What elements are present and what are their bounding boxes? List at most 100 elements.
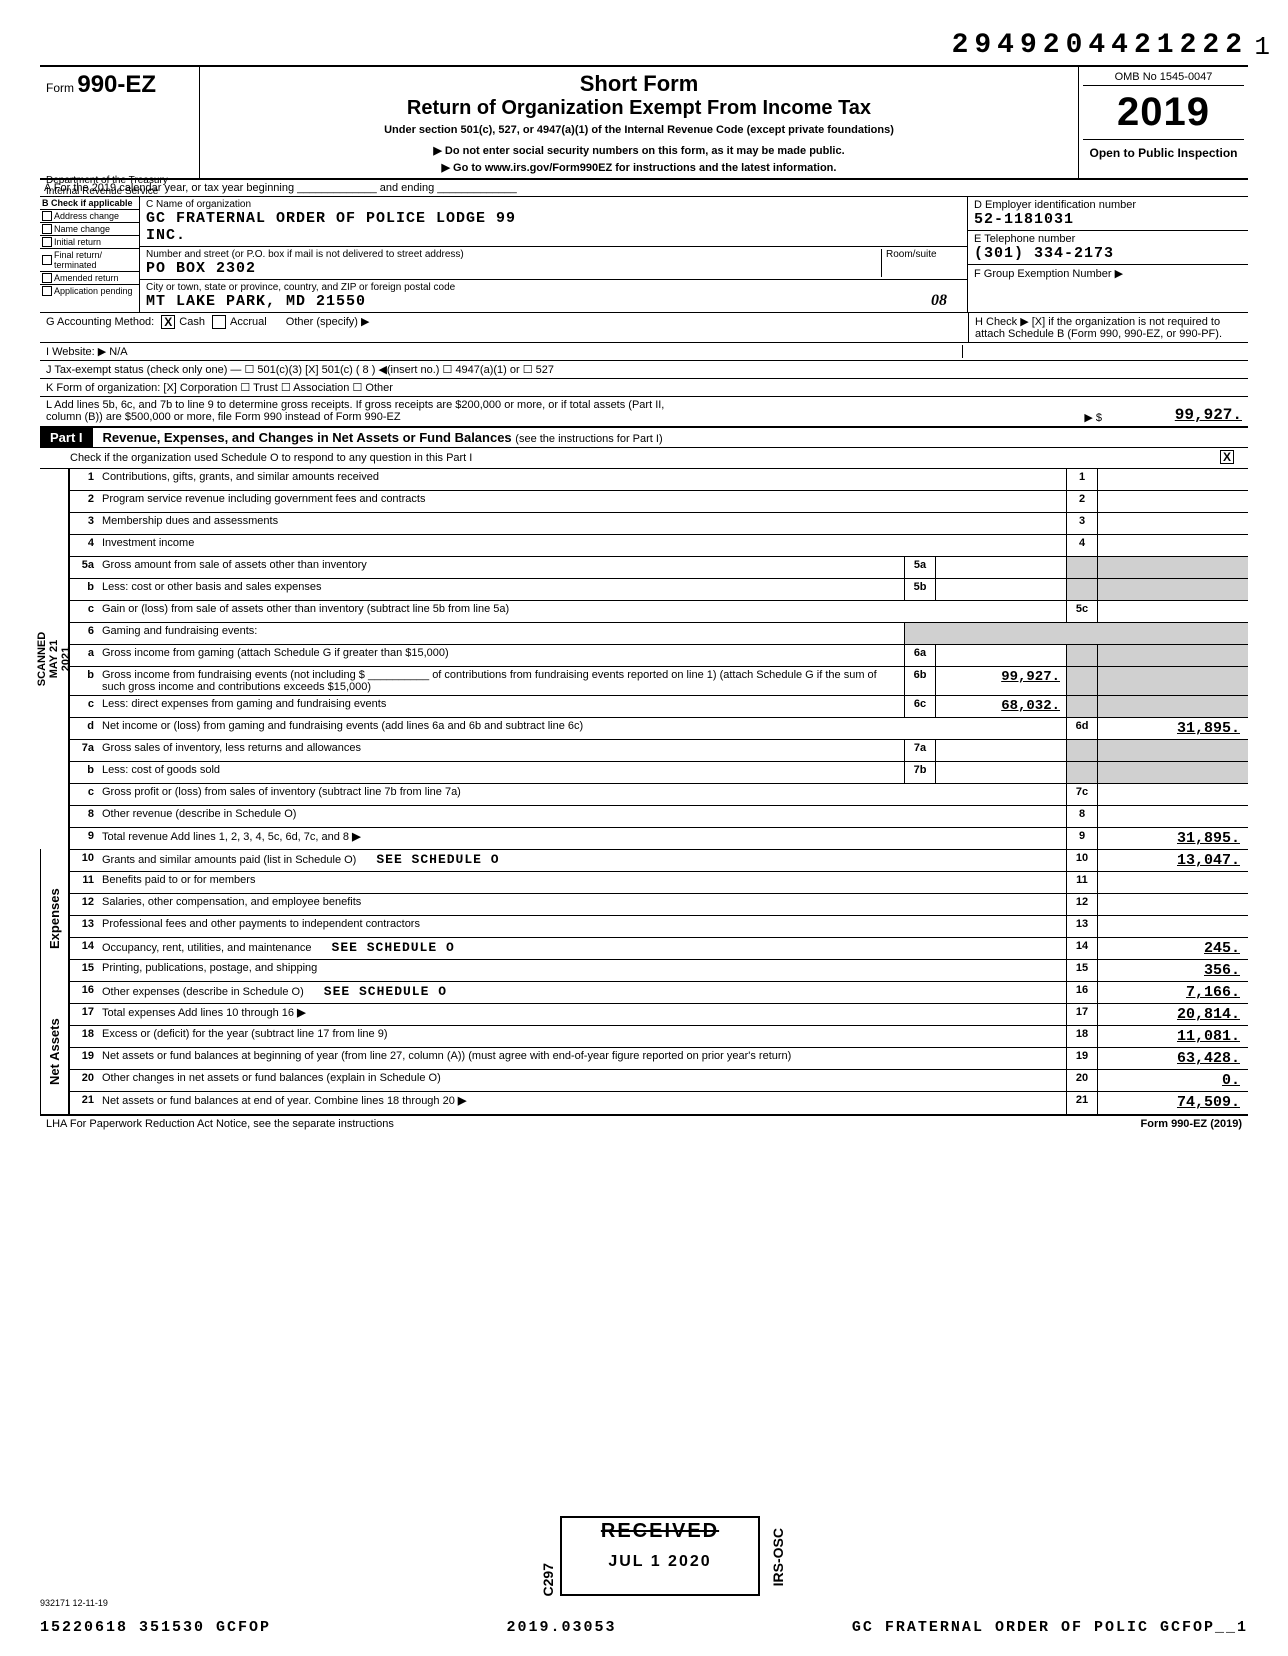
line-number: 21 [70, 1092, 98, 1114]
mid-line-value: 68,032. [936, 696, 1066, 717]
form-reference: Form 990-EZ (2019) [1141, 1118, 1242, 1130]
label-accrual: Accrual [230, 316, 267, 328]
line-description: Grants and similar amounts paid (list in… [98, 850, 1066, 871]
line-description: Professional fees and other payments to … [98, 916, 1066, 937]
right-line-value: 7,166. [1098, 982, 1248, 1003]
c297-label: C297 [540, 1563, 556, 1596]
line-description: Investment income [98, 535, 1066, 556]
section-d-e-f: D Employer identification number 52-1181… [968, 197, 1248, 312]
checkbox-accrual[interactable] [212, 315, 226, 329]
table-row: 10Grants and similar amounts paid (list … [70, 850, 1248, 872]
right-line-num: 5c [1066, 601, 1098, 622]
tel-value: (301) 334-2173 [974, 245, 1114, 262]
mid-line-num: 7a [904, 740, 936, 761]
line-description: Gross amount from sale of assets other t… [98, 557, 904, 578]
line-number: 12 [70, 894, 98, 915]
line-description: Salaries, other compensation, and employ… [98, 894, 1066, 915]
line-number: 8 [70, 806, 98, 827]
table-row: 15Printing, publications, postage, and s… [70, 960, 1248, 982]
right-line-num: 21 [1066, 1092, 1098, 1114]
table-row: 13Professional fees and other payments t… [70, 916, 1248, 938]
schedule-o-ref: SEE SCHEDULE O [304, 984, 447, 999]
line-description: Gain or (loss) from sale of assets other… [98, 601, 1066, 622]
checkbox-app-pending[interactable] [42, 286, 52, 296]
table-row: 17Total expenses Add lines 10 through 16… [70, 1004, 1248, 1026]
checkbox-amended[interactable] [42, 273, 52, 283]
checkbox-initial-return[interactable] [42, 237, 52, 247]
right-line-value [1098, 535, 1248, 556]
right-line-value [1098, 806, 1248, 827]
mid-line-value [936, 645, 1066, 666]
goto-link: ▶ Go to www.irs.gov/Form990EZ for instru… [210, 161, 1068, 174]
line-description: Other changes in net assets or fund bala… [98, 1070, 1066, 1091]
scanned-stamp: SCANNED MAY 21 2021 [36, 632, 72, 686]
line-description: Gross sales of inventory, less returns a… [98, 740, 904, 761]
right-value-shaded [1098, 696, 1248, 717]
label-initial-return: Initial return [54, 237, 101, 247]
line-l-gross-receipts: L Add lines 5b, 6c, and 7b to line 9 to … [40, 397, 1248, 428]
return-title: Return of Organization Exempt From Incom… [210, 97, 1068, 120]
right-line-value: 245. [1098, 938, 1248, 959]
right-line-num: 16 [1066, 982, 1098, 1003]
checkbox-address-change[interactable] [42, 211, 52, 221]
table-row: cGain or (loss) from sale of assets othe… [70, 601, 1248, 623]
form-prefix: Form [46, 81, 74, 95]
irs-osc-label: IRS-OSC [770, 1528, 786, 1586]
line-description: Other revenue (describe in Schedule O) [98, 806, 1066, 827]
form-header: Form 990-EZ Department of the Treasury I… [40, 65, 1248, 178]
line-number: b [70, 667, 98, 695]
bottom-line: 15220618 351530 GCFOP 2019.03053 GC FRAT… [40, 1619, 1248, 1636]
ein-value: 52-1181031 [974, 211, 1074, 228]
right-line-value [1098, 872, 1248, 893]
right-line-num: 19 [1066, 1048, 1098, 1069]
org-city: MT LAKE PARK, MD 21550 [146, 293, 366, 310]
line-description: Benefits paid to or for members [98, 872, 1066, 893]
line-number: 20 [70, 1070, 98, 1091]
line-description: Excess or (deficit) for the year (subtra… [98, 1026, 1066, 1047]
right-line-num: 3 [1066, 513, 1098, 534]
line-description: Less: cost of goods sold [98, 762, 904, 783]
form-number: 990-EZ [77, 71, 156, 98]
checkbox-name-change[interactable] [42, 224, 52, 234]
line-description: Less: direct expenses from gaming and fu… [98, 696, 904, 717]
right-line-num: 8 [1066, 806, 1098, 827]
line-number: c [70, 601, 98, 622]
line-number: 13 [70, 916, 98, 937]
line-a-calendar-year: A For the 2019 calendar year, or tax yea… [40, 178, 1248, 197]
table-row: 20Other changes in net assets or fund ba… [70, 1070, 1248, 1092]
short-form-title: Short Form [210, 71, 1068, 97]
line-description: Occupancy, rent, utilities, and maintena… [98, 938, 1066, 959]
bottom-right: GC FRATERNAL ORDER OF POLIC GCFOP__1 [852, 1619, 1248, 1636]
right-line-num: 17 [1066, 1004, 1098, 1025]
line-l-text1: L Add lines 5b, 6c, and 7b to line 9 to … [46, 399, 1242, 411]
right-line-num-shaded [1066, 667, 1098, 695]
right-line-num: 14 [1066, 938, 1098, 959]
line-number: c [70, 784, 98, 805]
line-description: Net assets or fund balances at beginning… [98, 1048, 1066, 1069]
right-line-value [1098, 513, 1248, 534]
city-label: City or town, state or province, country… [146, 282, 961, 293]
bottom-left: 15220618 351530 GCFOP [40, 1619, 271, 1636]
right-line-value: 74,509. [1098, 1092, 1248, 1114]
line-number: 9 [70, 828, 98, 849]
right-line-num: 11 [1066, 872, 1098, 893]
schedule-o-check-line: Check if the organization used Schedule … [40, 448, 1248, 469]
right-line-value: 356. [1098, 960, 1248, 981]
line-description: Gross income from fundraising events (no… [98, 667, 904, 695]
checkbox-schedule-o[interactable]: X [1220, 450, 1234, 464]
right-line-value [1098, 491, 1248, 512]
line-description: Gross income from gaming (attach Schedul… [98, 645, 904, 666]
line-number: 1 [70, 469, 98, 490]
right-line-num: 12 [1066, 894, 1098, 915]
omb-number: OMB No 1545-0047 [1083, 71, 1244, 86]
received-stamp: RECEIVED JUL 1 2020 [560, 1516, 760, 1596]
section-c: C Name of organization GC FRATERNAL ORDE… [140, 197, 968, 312]
checkbox-final-return[interactable] [42, 255, 52, 265]
table-row: cLess: direct expenses from gaming and f… [70, 696, 1248, 718]
right-line-value: 63,428. [1098, 1048, 1248, 1069]
checkbox-cash[interactable]: X [161, 315, 175, 329]
table-row: 2Program service revenue including gover… [70, 491, 1248, 513]
right-line-num: 9 [1066, 828, 1098, 849]
mid-line-value [936, 740, 1066, 761]
treasury-dept: Department of the Treasury [46, 175, 196, 186]
